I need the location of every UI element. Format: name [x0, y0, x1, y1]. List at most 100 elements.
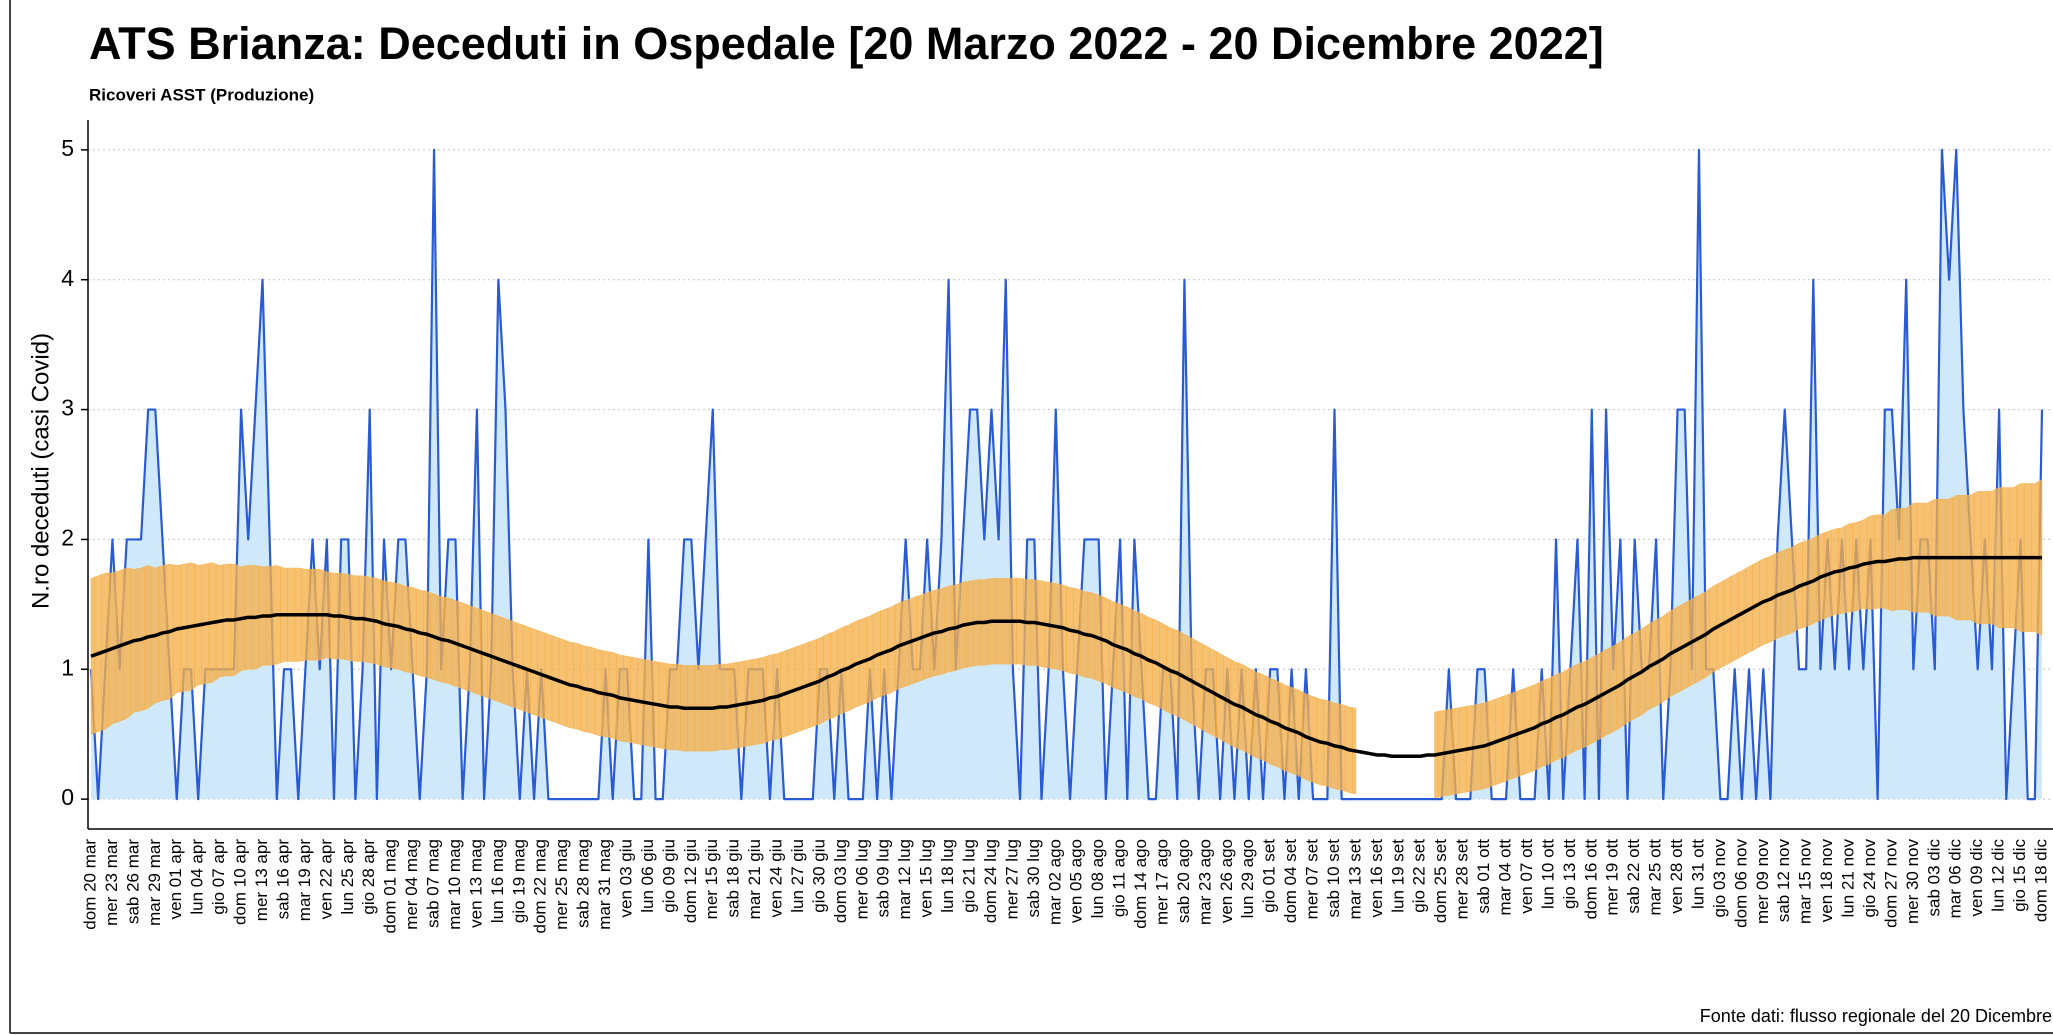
x-tick-label: dom 14 ago: [1131, 839, 1150, 929]
x-tick-label: mer 15 giu: [702, 839, 721, 919]
x-tick-label: lun 06 giu: [638, 839, 657, 913]
x-tick-label: dom 01 mag: [381, 839, 400, 934]
x-tick-label: ven 26 ago: [1217, 839, 1236, 923]
trend-line: [90, 555, 2042, 759]
x-tick-label: gio 24 nov: [1860, 839, 1879, 918]
x-tick-label: sab 18 giu: [724, 839, 743, 917]
x-tick-label: sab 10 set: [1324, 839, 1343, 918]
y-tick-label: 0: [61, 784, 74, 810]
x-tick-label: lun 10 ott: [1538, 839, 1557, 909]
x-tick-label: dom 22 mag: [531, 839, 550, 934]
x-tick-label: gio 03 nov: [1710, 839, 1729, 918]
x-tick-label: sab 09 lug: [874, 839, 893, 917]
x-tick-label: dom 18 dic: [2031, 839, 2050, 923]
x-tick-label: lun 25 apr: [338, 839, 357, 915]
x-tick-label: sab 22 ott: [1624, 839, 1643, 914]
y-tick-label: 4: [61, 265, 74, 291]
x-tick-label: mer 17 ago: [1152, 839, 1171, 925]
x-tick-label: lun 08 ago: [1088, 839, 1107, 918]
x-tick-label: dom 06 nov: [1731, 839, 1750, 928]
x-tick-label: mar 21 giu: [745, 839, 764, 919]
x-tick-label: mar 15 nov: [1796, 839, 1815, 925]
x-tick-label: dom 03 lug: [831, 839, 850, 923]
x-tick-label: mer 06 lug: [852, 839, 871, 919]
x-tick-label: sab 12 nov: [1774, 839, 1793, 923]
x-tick-label: sab 20 ago: [1174, 839, 1193, 923]
x-tick-label: mar 13 set: [1345, 839, 1364, 920]
x-tick-label: mar 02 ago: [1045, 839, 1064, 925]
x-tick-label: mar 10 mag: [445, 839, 464, 930]
x-tick-label: mar 29 mar: [145, 839, 164, 926]
x-tick-label: gio 22 set: [1410, 839, 1429, 913]
x-tick-label: dom 20 mar: [80, 839, 99, 930]
x-tick-label: sab 16 apr: [273, 839, 292, 920]
y-tick-label: 5: [61, 135, 74, 161]
x-tick-label: ven 13 mag: [466, 839, 485, 928]
x-tick-label: dom 27 nov: [1881, 839, 1900, 928]
x-tick-label: ven 18 nov: [1817, 839, 1836, 923]
x-tick-label: dom 16 ott: [1581, 839, 1600, 920]
x-tick-label: ven 15 lug: [917, 839, 936, 917]
x-tick-label: dom 24 lug: [981, 839, 1000, 923]
y-tick-label: 1: [61, 654, 74, 680]
x-tick-label: mar 25 ott: [1646, 839, 1665, 916]
x-tick-label: lun 27 giu: [788, 839, 807, 913]
x-tick-label: gio 01 set: [1260, 839, 1279, 913]
x-tick-label: dom 12 giu: [681, 839, 700, 923]
x-tick-label: ven 07 ott: [1517, 839, 1536, 914]
x-tick-label: ven 22 apr: [316, 839, 335, 920]
x-tick-label: ven 16 set: [1367, 839, 1386, 918]
x-tick-label: mer 07 set: [1303, 839, 1322, 920]
x-tick-label: lun 18 lug: [938, 839, 957, 913]
x-tick-label: mar 12 lug: [895, 839, 914, 919]
x-tick-label: lun 19 set: [1388, 839, 1407, 913]
series-area: [91, 149, 2042, 800]
x-tick-label: sab 07 mag: [424, 839, 443, 928]
x-tick-label: mer 25 mag: [552, 839, 571, 930]
x-tick-label: gio 19 mag: [509, 839, 528, 923]
x-tick-label: mar 23 ago: [1195, 839, 1214, 925]
x-tick-label: gio 13 ott: [1560, 839, 1579, 909]
x-tick-label: mer 28 set: [1453, 839, 1472, 920]
x-tick-label: gio 21 lug: [960, 839, 979, 913]
x-tick-label: sab 30 lug: [1024, 839, 1043, 917]
x-tick-label: mer 23 mar: [102, 839, 121, 926]
y-axis-label: N.ro deceduti (casi Covid): [27, 333, 54, 609]
x-tick-label: ven 05 ago: [1067, 839, 1086, 923]
x-tick-label: lun 16 mag: [488, 839, 507, 923]
x-tick-label: lun 04 apr: [188, 839, 207, 915]
source-note: Fonte dati: flusso regionale del 20 Dice…: [1700, 1006, 2052, 1026]
x-tick-label: lun 29 ago: [1238, 839, 1257, 918]
x-tick-label: mer 04 mag: [402, 839, 421, 930]
x-tick-label: ven 01 apr: [166, 839, 185, 920]
x-tick-label: mar 19 apr: [295, 839, 314, 922]
x-tick-label: gio 30 giu: [809, 839, 828, 913]
x-tick-label: sab 28 mag: [574, 839, 593, 928]
x-tick-label: lun 12 dic: [1989, 839, 2008, 912]
x-tick-label: ven 09 dic: [1967, 839, 1986, 917]
x-tick-label: ven 03 giu: [616, 839, 635, 917]
x-tick-label: mar 04 ott: [1495, 839, 1514, 916]
x-tick-label: lun 21 nov: [1839, 839, 1858, 918]
x-tick-label: ven 28 ott: [1667, 839, 1686, 914]
x-tick-label: mer 19 ott: [1603, 839, 1622, 916]
series-line: [89, 148, 2044, 801]
x-tick-label: dom 10 apr: [231, 839, 250, 925]
x-tick-label: gio 11 ago: [1110, 839, 1129, 917]
x-tick-label: mer 13 apr: [252, 839, 271, 922]
chart-title: ATS Brianza: Deceduti in Ospedale [20 Ma…: [89, 18, 1604, 69]
x-tick-label: mar 06 dic: [1946, 839, 1965, 919]
y-tick-label: 2: [61, 525, 74, 551]
x-tick-label: sab 03 dic: [1924, 839, 1943, 917]
chart-subtitle: Ricoveri ASST (Produzione): [89, 85, 314, 104]
x-tick-label: ven 24 giu: [767, 839, 786, 917]
x-tick-label: mer 27 lug: [1002, 839, 1021, 919]
x-tick-label: sab 26 mar: [123, 839, 142, 924]
x-tick-label: lun 31 ott: [1688, 839, 1707, 909]
y-tick-label: 3: [61, 395, 74, 421]
x-tick-label: gio 15 dic: [2010, 839, 2029, 912]
x-tick-label: dom 25 set: [1431, 839, 1450, 923]
